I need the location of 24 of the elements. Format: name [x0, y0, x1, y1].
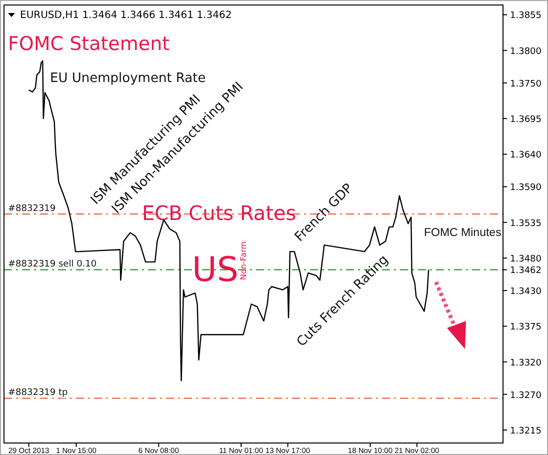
y-tick-label: 1.3215	[510, 426, 542, 437]
y-tick-label: 1.3375	[510, 322, 542, 333]
annotation: US	[192, 250, 238, 290]
ref-line-label: #8832319 sell 0.10	[8, 260, 97, 270]
y-tick-label: 1.3535	[510, 218, 542, 229]
y-tick-label: 1.3430	[510, 287, 542, 298]
y-tick-label: 1.3462	[510, 266, 542, 276]
annotation: Non-Farm	[239, 241, 248, 280]
y-tick-label: 1.3640	[510, 150, 542, 161]
y-tick-label: 1.3480	[510, 254, 542, 265]
y-tick-label: 1.3800	[510, 46, 542, 57]
annotation: EU Unemployment Rate	[50, 71, 206, 86]
y-tick-label: 1.3750	[510, 79, 542, 90]
y-tick-label: 1.3855	[510, 11, 542, 22]
text: EURUSD,H1 1.3464 1.3466 1.3461 1.3462	[20, 10, 232, 21]
annotation: #8832319	[8, 204, 56, 214]
y-tick-label: 1.3320	[510, 358, 542, 368]
annotation: ECB Cuts Rates	[142, 201, 296, 225]
y-tick-label: 1.3270	[510, 390, 542, 401]
ref-line-label: #8832319 tp	[8, 388, 68, 398]
annotation: FOMC Minutes	[424, 227, 502, 239]
y-tick-label: 1.3695	[510, 115, 542, 126]
y-tick-label: 1.3590	[510, 183, 542, 194]
annotation: FOMC Statement	[8, 33, 170, 55]
